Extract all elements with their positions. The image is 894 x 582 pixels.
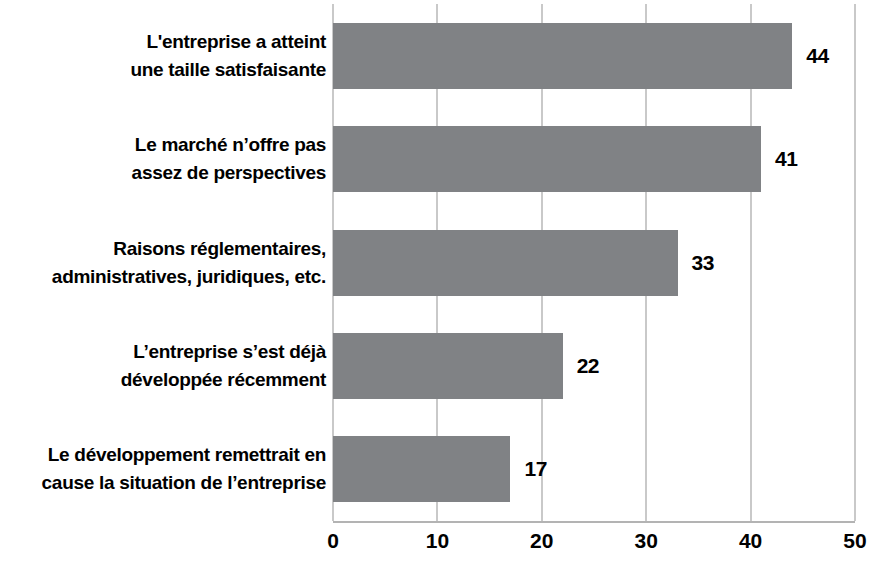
bar-value-label-0: 44 — [806, 23, 828, 89]
bar-value-label-3: 22 — [577, 333, 599, 399]
x-tick-label-10: 10 — [426, 529, 449, 553]
category-axis-labels: L'entreprise a atteintune taille satisfa… — [0, 4, 326, 521]
category-label-3: L’entreprise s’est déjàdéveloppée récemm… — [121, 338, 326, 394]
category-label-1-line-0: Le marché n’offre pas — [135, 131, 326, 159]
bar-3 — [333, 333, 563, 399]
category-label-3-line-1: développée récemment — [121, 366, 326, 394]
x-tick-label-20: 20 — [530, 529, 553, 553]
x-tick-label-30: 30 — [635, 529, 658, 553]
bar-value-label-4: 17 — [524, 436, 546, 502]
category-label-0-line-1: une taille satisfaisante — [130, 56, 326, 84]
category-label-1: Le marché n’offre pasassez de perspectiv… — [132, 131, 326, 187]
category-label-4: Le développement remettrait encause la s… — [42, 441, 326, 497]
category-label-4-line-1: cause la situation de l’entreprise — [42, 469, 326, 497]
category-label-1-line-1: assez de perspectives — [132, 159, 326, 187]
category-label-0-line-0: L'entreprise a atteint — [146, 28, 326, 56]
bar-chart: L'entreprise a atteintune taille satisfa… — [0, 0, 894, 582]
category-label-0: L'entreprise a atteintune taille satisfa… — [130, 28, 326, 84]
category-label-2-line-0: Raisons réglementaires, — [113, 235, 326, 263]
bar-value-label-2: 33 — [692, 230, 714, 296]
category-label-2-line-1: administratives, juridiques, etc. — [52, 263, 326, 291]
bar-1 — [333, 126, 761, 192]
bar-0 — [333, 23, 792, 89]
category-label-4-line-0: Le développement remettrait en — [48, 441, 326, 469]
bar-4 — [333, 436, 510, 502]
x-tick-label-40: 40 — [739, 529, 762, 553]
category-label-3-line-0: L’entreprise s’est déjà — [133, 338, 326, 366]
x-axis-line — [333, 521, 855, 523]
category-label-2: Raisons réglementaires,administratives, … — [52, 235, 326, 291]
plot-area: 4441 33 22 17 — [333, 4, 855, 521]
gridline-x-50 — [854, 4, 856, 521]
bar-2 — [333, 230, 678, 296]
x-tick-label-0: 0 — [327, 529, 339, 553]
bar-value-label-1: 41 — [775, 126, 797, 192]
x-tick-label-50: 50 — [843, 529, 866, 553]
